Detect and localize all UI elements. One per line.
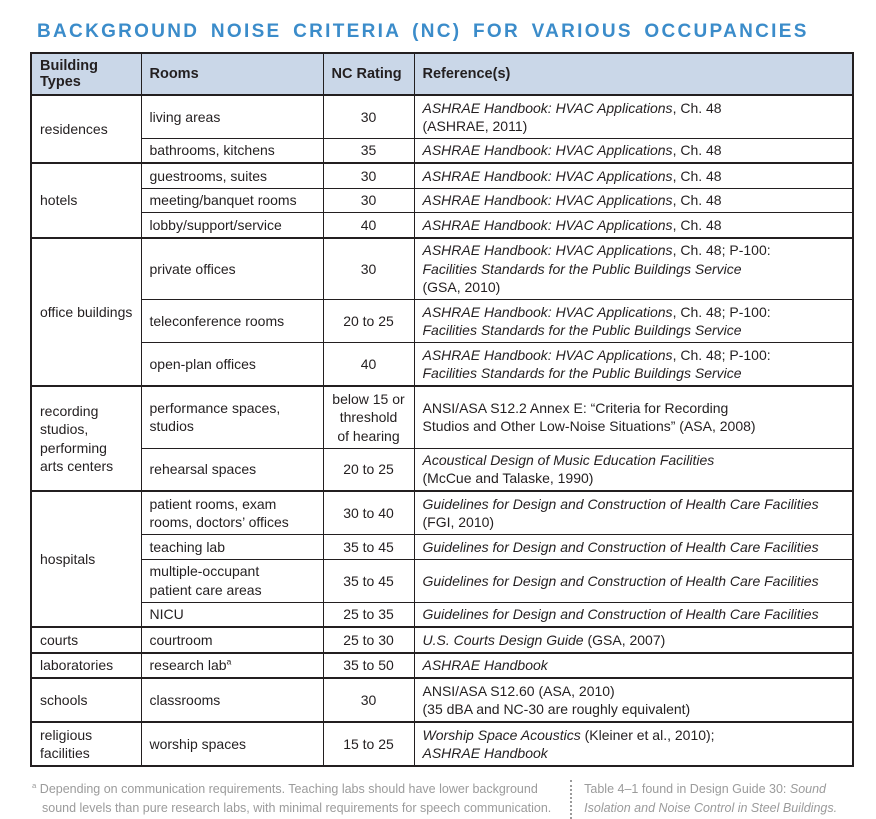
cell-room: bathrooms, kitchens xyxy=(140,137,324,164)
cell-reference: Guidelines for Design and Construction o… xyxy=(413,490,854,536)
table-row: schools classrooms 30 ANSI/ASA S12.60 (ASA,… xyxy=(30,677,854,723)
cell-building-type: residences xyxy=(30,94,142,164)
cell-building-type: schools xyxy=(30,677,142,723)
cell-nc-rating: 40 xyxy=(322,342,415,387)
cell-room: multiple-occupant patient care areas xyxy=(140,558,324,603)
noise-criteria-table: Building Types Rooms NC Rating Reference… xyxy=(30,52,854,768)
cell-reference: ASHRAE Handbook: HVAC Applications, Ch. … xyxy=(413,94,854,139)
page-title: BACKGROUND NOISE CRITERIA (NC) FOR VARIO… xyxy=(37,21,809,42)
cell-room: lobby/support/service xyxy=(140,212,324,239)
table-row: laboratories research laba 35 to 50 ASHRAE … xyxy=(30,651,854,679)
table-row: bathrooms, kitchens 35 ASHRAE Handbook: HV… xyxy=(31,137,854,164)
cell-nc-rating: 35 xyxy=(322,137,415,164)
cell-reference: ASHRAE Handbook: HVAC Applications, Ch. … xyxy=(413,342,854,387)
cell-nc-rating: 20 to 25 xyxy=(322,447,415,492)
table-row: recording studios, performing arts cente… xyxy=(30,385,854,492)
cell-room: living areas xyxy=(140,94,324,139)
cell-reference: ASHRAE Handbook: HVAC Applications, Ch. … xyxy=(413,299,854,344)
table-row: lobby/support/service 40 ASHRAE Handbook: … xyxy=(31,212,854,239)
cell-reference: ANSI/ASA S12.2 Annex E: “Criteria for Re… xyxy=(413,385,854,449)
cell-reference: Worship Space Acoustics (Kleiner et al.,… xyxy=(413,721,854,767)
table-row: open-plan offices 40 ASHRAE Handbook: HVAC… xyxy=(31,342,854,387)
cell-nc-rating: 30 to 40 xyxy=(322,490,415,536)
table-row: hospitals patient rooms, exam rooms, doct… xyxy=(30,490,854,628)
cell-reference: ASHRAE Handbook xyxy=(413,651,854,679)
table-header-row: Building Types Rooms NC Rating Reference… xyxy=(30,52,854,96)
cell-nc-rating: 25 to 35 xyxy=(322,601,415,628)
cell-room: courtroom xyxy=(140,626,324,654)
cell-room: teaching lab xyxy=(140,534,324,560)
cell-reference: Guidelines for Design and Construction o… xyxy=(413,601,854,628)
cell-reference: ASHRAE Handbook: HVAC Applications, Ch. … xyxy=(413,236,854,301)
table-row: rehearsal spaces 20 to 25 Acoustical Desig… xyxy=(31,447,854,492)
cell-room: classrooms xyxy=(140,677,324,723)
cell-room: teleconference rooms xyxy=(140,299,324,344)
table-row: courts courtroom 25 to 30 U.S. Courts Desig… xyxy=(30,626,854,654)
cell-nc-rating: 40 xyxy=(322,212,415,239)
cell-building-type: courts xyxy=(30,626,142,654)
table-row: multiple-occupant patient care areas 35 t… xyxy=(31,558,854,603)
cell-reference: ASHRAE Handbook: HVAC Applications, Ch. … xyxy=(413,187,854,214)
cell-building-type: office buildings xyxy=(30,236,142,387)
footnote: a Depending on communication requirement… xyxy=(32,780,552,816)
column-header-rooms: Rooms xyxy=(140,52,324,96)
cell-room: private offices xyxy=(140,236,324,301)
cell-building-type: recording studios, performing arts cente… xyxy=(30,385,142,492)
cell-nc-rating: 15 to 25 xyxy=(322,721,415,767)
cell-nc-rating: 35 to 45 xyxy=(322,558,415,603)
table-row: meeting/banquet rooms 30 ASHRAE Handbook: … xyxy=(31,187,854,214)
cell-reference: Guidelines for Design and Construction o… xyxy=(413,558,854,603)
cell-nc-rating: 35 to 45 xyxy=(322,534,415,560)
cell-nc-rating: 35 to 50 xyxy=(322,651,415,679)
cell-reference: ASHRAE Handbook: HVAC Applications, Ch. … xyxy=(413,162,854,189)
table-row: residences living areas 30 ASHRAE Handbook:… xyxy=(30,94,854,164)
column-header-nc-rating: NC Rating xyxy=(322,52,415,96)
cell-room: meeting/banquet rooms xyxy=(140,187,324,214)
cell-nc-rating: 30 xyxy=(322,236,415,301)
cell-nc-rating: 30 xyxy=(322,162,415,189)
cell-reference: Acoustical Design of Music Education Fac… xyxy=(413,447,854,492)
cell-nc-rating: 20 to 25 xyxy=(322,299,415,344)
table-row: religious facilities worship spaces 15 to … xyxy=(30,721,854,767)
cell-room: research laba xyxy=(140,651,324,679)
cell-building-type: laboratories xyxy=(30,651,142,679)
cell-room: rehearsal spaces xyxy=(140,447,324,492)
cell-room: performance spaces, studios xyxy=(140,385,324,449)
cell-reference: ANSI/ASA S12.60 (ASA, 2010) (35 dBA and … xyxy=(413,677,854,723)
column-header-building-types: Building Types xyxy=(30,52,142,96)
cell-nc-rating: 30 xyxy=(322,677,415,723)
cell-nc-rating: below 15 or threshold of hearing xyxy=(322,385,415,449)
cell-reference: U.S. Courts Design Guide (GSA, 2007) xyxy=(413,626,854,654)
cell-room: NICU xyxy=(140,601,324,628)
cell-building-type: hospitals xyxy=(30,490,142,628)
cell-room: patient rooms, exam rooms, doctors’ offi… xyxy=(140,490,324,536)
footer: a Depending on communication requirement… xyxy=(32,780,852,819)
cell-nc-rating: 25 to 30 xyxy=(322,626,415,654)
table-body: residences living areas 30 ASHRAE Handbook:… xyxy=(30,94,854,767)
cell-room: guestrooms, suites xyxy=(140,162,324,189)
table-row: NICU 25 to 35 Guidelines for Design and Co… xyxy=(31,601,854,628)
source-note: Table 4–1 found in Design Guide 30: Soun… xyxy=(570,780,852,819)
cell-reference: Guidelines for Design and Construction o… xyxy=(413,534,854,560)
cell-building-type: religious facilities xyxy=(30,721,142,767)
table-row: teaching lab 35 to 45 Guidelines for Desig… xyxy=(31,534,854,560)
cell-building-type: hotels xyxy=(30,162,142,239)
cell-room: open-plan offices xyxy=(140,342,324,387)
cell-room: worship spaces xyxy=(140,721,324,767)
cell-reference: ASHRAE Handbook: HVAC Applications, Ch. … xyxy=(413,212,854,239)
column-header-references: Reference(s) xyxy=(413,52,854,96)
cell-reference: ASHRAE Handbook: HVAC Applications, Ch. … xyxy=(413,137,854,164)
cell-nc-rating: 30 xyxy=(322,187,415,214)
cell-nc-rating: 30 xyxy=(322,94,415,139)
table-row: teleconference rooms 20 to 25 ASHRAE Handb… xyxy=(31,299,854,344)
table-row: office buildings private offices 30 ASHRAE … xyxy=(30,236,854,387)
table-row: hotels guestrooms, suites 30 ASHRAE Handboo… xyxy=(30,162,854,239)
